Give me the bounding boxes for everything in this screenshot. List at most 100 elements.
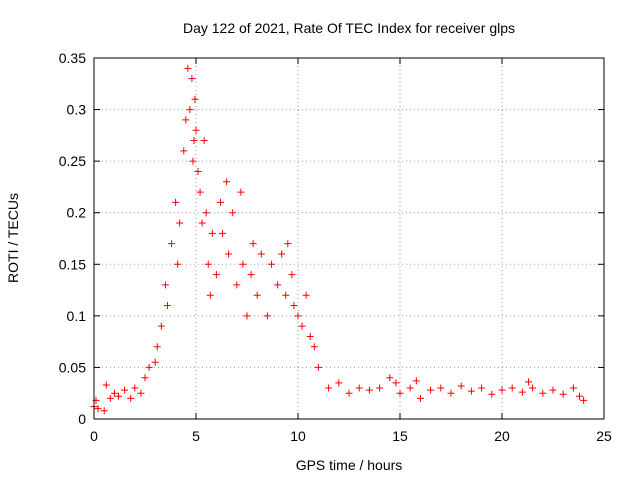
data-point bbox=[392, 379, 400, 387]
data-point bbox=[427, 386, 435, 394]
data-point bbox=[192, 126, 200, 134]
data-point bbox=[190, 137, 198, 145]
data-point bbox=[186, 106, 194, 114]
data-point bbox=[396, 389, 404, 397]
data-point bbox=[168, 240, 176, 248]
y-tick-label: 0 bbox=[78, 411, 86, 427]
data-point bbox=[257, 250, 265, 258]
data-point bbox=[278, 250, 286, 258]
data-point bbox=[94, 405, 102, 413]
data-point bbox=[172, 198, 180, 206]
data-point bbox=[457, 382, 465, 390]
data-point bbox=[163, 302, 171, 310]
data-point bbox=[100, 407, 108, 415]
data-point bbox=[141, 374, 149, 382]
data-point bbox=[102, 381, 110, 389]
data-point bbox=[239, 260, 247, 268]
data-point bbox=[478, 384, 486, 392]
data-point bbox=[182, 116, 190, 124]
data-point bbox=[198, 219, 206, 227]
y-tick-label: 0.2 bbox=[67, 205, 87, 221]
axis-ticks: 0 5 10 15 20 25 0 0.05 0.1 0.15 0.2 0.25 0.3 0.35 bbox=[59, 50, 612, 444]
x-tick-label: 15 bbox=[392, 428, 408, 444]
data-point bbox=[208, 229, 216, 237]
data-point bbox=[247, 271, 255, 279]
data-point bbox=[131, 384, 139, 392]
data-point bbox=[202, 209, 210, 217]
data-point bbox=[525, 378, 533, 386]
data-point bbox=[302, 291, 310, 299]
data-point bbox=[225, 250, 233, 258]
data-point bbox=[498, 386, 506, 394]
data-point bbox=[212, 271, 220, 279]
data-point bbox=[412, 377, 420, 385]
data-point bbox=[488, 390, 496, 398]
data-point bbox=[176, 219, 184, 227]
data-point bbox=[191, 95, 199, 103]
data-point bbox=[180, 147, 188, 155]
data-point bbox=[284, 240, 292, 248]
data-point bbox=[114, 392, 122, 400]
data-point bbox=[274, 281, 282, 289]
data-point bbox=[188, 75, 196, 83]
data-point bbox=[219, 229, 227, 237]
data-point bbox=[127, 394, 135, 402]
data-point bbox=[194, 167, 202, 175]
data-point bbox=[386, 374, 394, 382]
data-point bbox=[196, 188, 204, 196]
data-point bbox=[267, 260, 275, 268]
data-point bbox=[229, 209, 237, 217]
data-point bbox=[184, 64, 192, 72]
data-point bbox=[569, 384, 577, 392]
data-point bbox=[216, 198, 224, 206]
data-point bbox=[288, 271, 296, 279]
y-tick-label: 0.35 bbox=[59, 50, 86, 66]
data-point bbox=[406, 384, 414, 392]
data-point bbox=[189, 157, 197, 165]
x-tick-label: 0 bbox=[90, 428, 98, 444]
data-point bbox=[282, 291, 290, 299]
data-point bbox=[559, 390, 567, 398]
data-point bbox=[174, 260, 182, 268]
y-axis-label: ROTI / TECUs bbox=[5, 193, 21, 283]
data-point bbox=[161, 281, 169, 289]
data-point bbox=[467, 387, 475, 395]
data-point bbox=[518, 388, 526, 396]
data-point bbox=[249, 240, 257, 248]
data-points bbox=[90, 64, 588, 415]
data-point bbox=[298, 322, 306, 330]
grid-lines bbox=[94, 58, 604, 419]
data-point bbox=[233, 281, 241, 289]
data-point bbox=[355, 384, 363, 392]
data-point bbox=[243, 312, 251, 320]
data-point bbox=[206, 291, 214, 299]
data-point bbox=[447, 389, 455, 397]
data-point bbox=[325, 384, 333, 392]
data-point bbox=[365, 386, 373, 394]
x-axis-label: GPS time / hours bbox=[296, 457, 403, 473]
data-point bbox=[580, 396, 588, 404]
data-point bbox=[263, 312, 271, 320]
data-point bbox=[437, 384, 445, 392]
data-point bbox=[345, 389, 353, 397]
data-point bbox=[151, 358, 159, 366]
data-point bbox=[529, 384, 537, 392]
data-point bbox=[253, 291, 261, 299]
data-point bbox=[335, 379, 343, 387]
x-tick-label: 5 bbox=[192, 428, 200, 444]
data-point bbox=[314, 363, 322, 371]
data-point bbox=[508, 384, 516, 392]
y-tick-label: 0.25 bbox=[59, 153, 86, 169]
data-point bbox=[416, 394, 424, 402]
data-point bbox=[376, 384, 384, 392]
data-point bbox=[294, 312, 302, 320]
x-tick-label: 20 bbox=[494, 428, 510, 444]
data-point bbox=[121, 386, 129, 394]
x-tick-label: 25 bbox=[596, 428, 612, 444]
data-point bbox=[576, 392, 584, 400]
y-tick-label: 0.3 bbox=[67, 102, 87, 118]
data-point bbox=[145, 363, 153, 371]
data-point bbox=[137, 389, 145, 397]
data-point bbox=[106, 394, 114, 402]
